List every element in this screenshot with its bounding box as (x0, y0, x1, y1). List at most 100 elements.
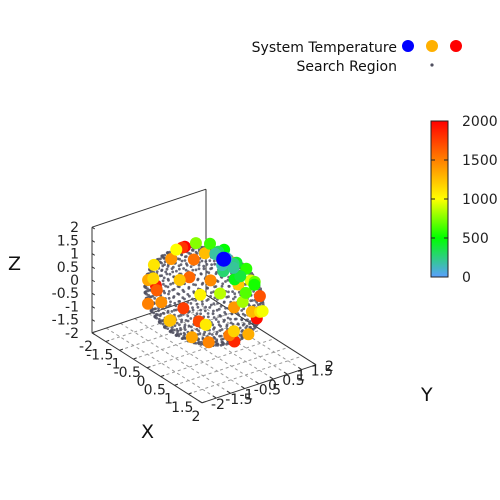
search-region-point (175, 334, 179, 337)
legend-label-search-region: Search Region (297, 59, 397, 75)
search-region-point (209, 303, 213, 307)
temperature-point (150, 284, 163, 297)
search-region-point (190, 325, 193, 329)
search-region-point (217, 320, 220, 324)
search-region-point (237, 323, 240, 326)
search-region-point (215, 342, 219, 346)
search-region-point (171, 325, 174, 329)
x-tick-mark (119, 348, 124, 351)
temperature-point (189, 237, 202, 250)
z-tick-mark (91, 319, 96, 322)
z-axis-label: Z (8, 253, 21, 275)
search-region-point (183, 328, 187, 331)
z-tick-label: 0.5 (57, 260, 79, 276)
search-region-point (161, 279, 165, 283)
search-region-point (184, 319, 188, 322)
grid-line-x (105, 303, 220, 343)
search-region-point (252, 290, 256, 293)
z-tick-mark (91, 226, 96, 230)
search-region-point (201, 302, 204, 306)
search-region-point (226, 316, 230, 320)
search-region-point (177, 264, 181, 268)
search-region-point (234, 317, 238, 321)
search-region-point (179, 328, 183, 332)
legend-marker-blue (402, 40, 414, 52)
search-region-point (191, 268, 195, 272)
temperature-point (204, 274, 217, 287)
temperature-point (227, 325, 240, 338)
search-region-point (212, 335, 216, 339)
search-region-point (172, 296, 175, 299)
x-tick-mark (174, 383, 179, 386)
temperature-points (142, 237, 269, 349)
y-tick-mark (283, 371, 288, 375)
y-tick-mark (198, 400, 203, 404)
x-tick-label: -0.5 (114, 365, 141, 381)
search-region-point (199, 308, 203, 312)
temperature-point (170, 243, 183, 256)
temperature-point (155, 296, 168, 309)
colorbar-ticks: 0 500 1000 1500 2000 (431, 114, 498, 286)
grid-line-y (105, 327, 217, 399)
temperature-point (147, 258, 160, 271)
search-region-point (166, 285, 170, 289)
search-region-point (176, 257, 180, 261)
top-edge (91, 188, 207, 228)
search-region-point (170, 328, 174, 332)
y-tick-label: -2 (211, 397, 225, 413)
search-region-point (190, 248, 194, 252)
search-region-point (199, 312, 203, 316)
search-region-point (164, 270, 168, 274)
temperature-point (214, 287, 227, 300)
temperature-point (204, 237, 216, 250)
search-region-point (241, 312, 245, 316)
search-region-point (173, 308, 176, 312)
x-axis-label: X (141, 421, 154, 443)
y-tick-mark (226, 390, 231, 394)
temperature-point (163, 314, 176, 327)
search-region-point (152, 311, 156, 315)
base-edge-back (205, 294, 317, 366)
search-region-point (208, 332, 212, 336)
search-region-point (166, 265, 170, 268)
search-region-point (169, 300, 172, 304)
search-region-point (241, 323, 245, 327)
z-tick-label: 1.5 (57, 233, 79, 249)
y-tick-label: 1.5 (311, 364, 333, 380)
search-region-point (212, 309, 215, 313)
search-region-point (182, 267, 186, 270)
x-tick-label: -1.5 (86, 348, 113, 364)
search-region-point (175, 332, 179, 335)
search-region-point (191, 297, 194, 301)
search-region-point (238, 333, 242, 337)
search-region-point (160, 268, 164, 272)
search-region-point (167, 278, 170, 282)
search-region-point (202, 267, 206, 271)
search-region-point (183, 325, 187, 329)
search-region-point (231, 290, 235, 293)
y-tick-label: -1 (240, 387, 254, 403)
search-region-point (202, 264, 206, 268)
search-region-point (148, 288, 152, 292)
temperature-point (234, 270, 247, 283)
search-region-point (175, 269, 178, 273)
search-region-point (171, 270, 175, 274)
search-region-point (212, 316, 216, 319)
search-region-point (181, 288, 185, 292)
search-region-point (187, 285, 191, 289)
search-region-point (155, 270, 159, 273)
x-tick-label: -2 (79, 339, 93, 355)
z-tick-mark (91, 239, 96, 243)
temperature-point (187, 253, 200, 266)
search-region-point (179, 332, 183, 336)
search-region-point (225, 323, 229, 327)
grid-line-y (177, 303, 288, 375)
search-region-point (155, 312, 158, 316)
search-region-point (147, 293, 151, 297)
search-region-point (213, 285, 217, 289)
search-region-point (172, 328, 176, 332)
temperature-point (183, 271, 196, 284)
colorbar-tick-label: 0 (462, 270, 471, 286)
y-tick-label: 0 (268, 378, 277, 394)
